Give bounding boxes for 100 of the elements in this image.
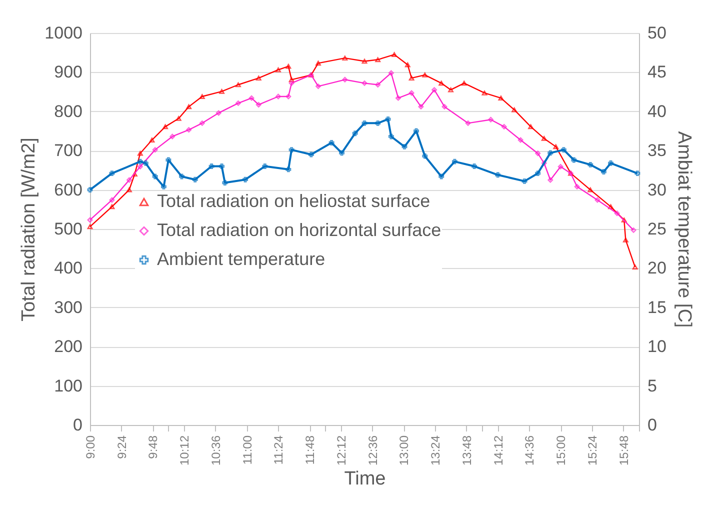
point bbox=[548, 177, 554, 183]
point bbox=[236, 82, 241, 88]
point bbox=[109, 170, 115, 176]
legend-label: Total radiation on horizontal surface bbox=[157, 220, 442, 240]
point bbox=[482, 90, 488, 96]
point bbox=[472, 164, 478, 169]
point bbox=[186, 127, 192, 133]
point bbox=[614, 210, 620, 216]
y-tick-label: 300 bbox=[54, 298, 82, 317]
point bbox=[286, 94, 292, 100]
point bbox=[442, 104, 448, 110]
x-tick-label: 9:48 bbox=[146, 435, 160, 459]
point bbox=[219, 164, 224, 169]
point bbox=[438, 174, 444, 180]
point bbox=[608, 204, 614, 210]
point bbox=[560, 147, 566, 153]
point bbox=[396, 95, 401, 101]
point bbox=[408, 76, 414, 81]
point bbox=[448, 87, 454, 92]
y2-tick-label: 40 bbox=[648, 102, 666, 121]
x-tick-label: 10:12 bbox=[178, 435, 192, 466]
point bbox=[87, 224, 93, 230]
x-tick-label: 15:24 bbox=[585, 435, 600, 466]
point bbox=[166, 157, 172, 163]
point bbox=[87, 187, 93, 193]
point bbox=[170, 134, 176, 140]
point bbox=[452, 158, 458, 164]
point bbox=[571, 157, 577, 163]
legend-label: Total radiation on heliostat surface bbox=[157, 191, 430, 211]
x-tick-label: 13:00 bbox=[397, 435, 412, 466]
point bbox=[498, 96, 504, 101]
point bbox=[414, 128, 419, 134]
point bbox=[179, 174, 184, 180]
point bbox=[176, 116, 182, 121]
x-tick-label: 11:24 bbox=[272, 435, 286, 465]
y2-tick-label: 50 bbox=[648, 24, 666, 42]
point bbox=[248, 95, 254, 101]
point bbox=[342, 76, 348, 82]
y-tick-label: 0 bbox=[73, 416, 82, 434]
point bbox=[594, 197, 600, 203]
point bbox=[422, 153, 428, 159]
point bbox=[388, 134, 394, 140]
x-tick-label: 9:24 bbox=[114, 435, 129, 459]
point bbox=[126, 177, 132, 183]
point bbox=[109, 204, 115, 210]
point bbox=[541, 160, 547, 166]
point bbox=[276, 94, 281, 100]
point bbox=[388, 70, 394, 76]
point bbox=[342, 56, 348, 61]
x-tick-label: 12:12 bbox=[334, 435, 348, 466]
point bbox=[432, 87, 438, 93]
point bbox=[288, 147, 294, 153]
point bbox=[528, 124, 534, 130]
point bbox=[186, 104, 192, 110]
y2-tick-label: 35 bbox=[648, 141, 666, 160]
point bbox=[362, 120, 368, 126]
point bbox=[588, 187, 594, 192]
y2-tick-label: 5 bbox=[648, 376, 657, 396]
point bbox=[288, 77, 294, 82]
point bbox=[408, 90, 414, 96]
point bbox=[262, 164, 268, 169]
y-tick-label: 900 bbox=[54, 62, 82, 82]
x-tick-label: 11:00 bbox=[240, 435, 254, 465]
point bbox=[375, 82, 381, 88]
point bbox=[362, 80, 368, 86]
y2-tick-label: 30 bbox=[648, 180, 666, 200]
point bbox=[152, 147, 158, 153]
point bbox=[588, 162, 594, 168]
point bbox=[286, 166, 292, 172]
point bbox=[535, 170, 541, 176]
point bbox=[288, 80, 294, 86]
point bbox=[392, 52, 398, 57]
point bbox=[362, 58, 368, 64]
point bbox=[574, 184, 580, 190]
point bbox=[438, 80, 444, 86]
point bbox=[276, 67, 281, 72]
point bbox=[535, 150, 541, 156]
point bbox=[488, 116, 494, 122]
y-tick-label: 100 bbox=[54, 376, 82, 396]
point bbox=[216, 110, 222, 116]
point bbox=[286, 64, 292, 69]
x-tick-label: 14:12 bbox=[491, 435, 506, 466]
point bbox=[512, 107, 518, 112]
point bbox=[308, 152, 314, 158]
point bbox=[192, 176, 198, 182]
point bbox=[461, 80, 467, 86]
point bbox=[632, 264, 638, 270]
point bbox=[126, 187, 132, 192]
x-tick-label: 15:00 bbox=[554, 435, 568, 466]
point bbox=[518, 137, 524, 143]
point bbox=[328, 140, 334, 146]
point bbox=[199, 120, 205, 126]
x-tick-label: 11:48 bbox=[303, 435, 318, 465]
point bbox=[87, 217, 93, 223]
point bbox=[522, 178, 528, 184]
y2-tick-label: 15 bbox=[648, 298, 666, 317]
x-tick-label: 10:36 bbox=[208, 435, 223, 466]
y-axis-title: Total radiation [W/m2] bbox=[18, 138, 40, 322]
y-tick-label: 200 bbox=[54, 337, 82, 356]
point bbox=[404, 62, 410, 68]
